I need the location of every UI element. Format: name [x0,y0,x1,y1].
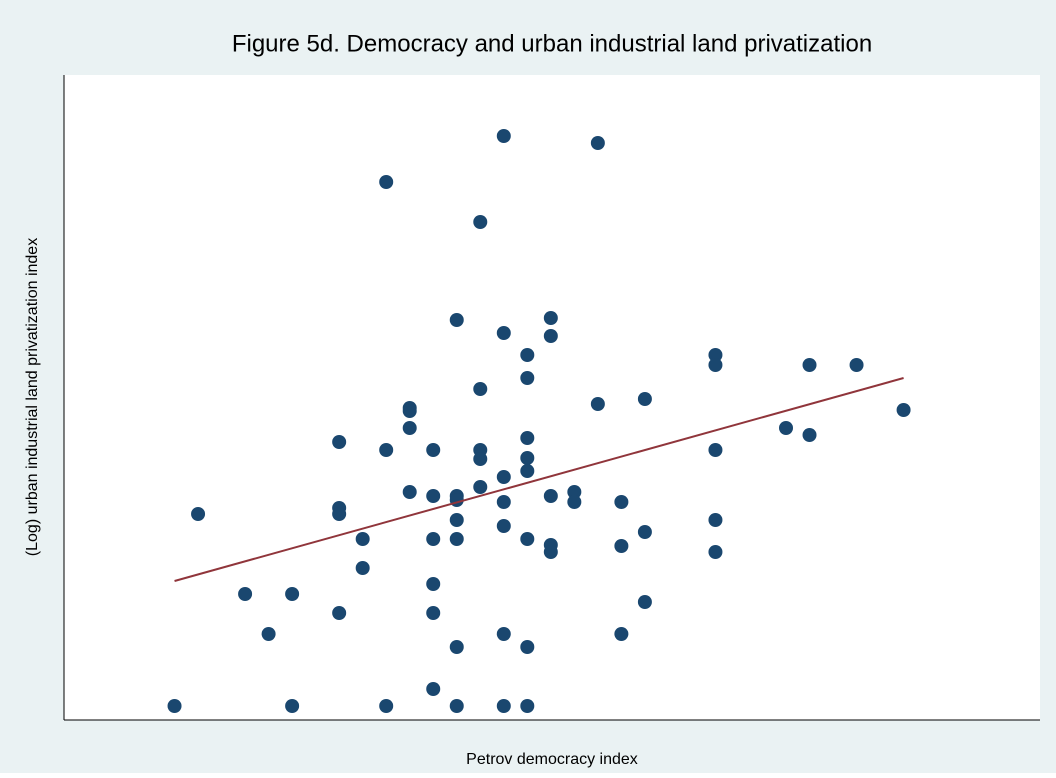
point [449,699,464,713]
point [896,403,911,417]
point [332,507,347,521]
fit-line [174,377,904,582]
point [708,358,723,372]
point [496,129,511,143]
point [426,443,441,457]
point [637,392,652,406]
point [379,175,394,189]
point [614,539,629,553]
plot-area [64,75,1040,720]
point [543,489,558,503]
point [802,428,817,442]
point [426,577,441,591]
point [496,326,511,340]
point [567,485,582,499]
point [402,421,417,435]
point [543,545,558,559]
point [708,443,723,457]
point [449,493,464,507]
point [285,587,300,601]
point [849,358,864,372]
point [355,561,370,575]
point [520,699,535,713]
point [402,485,417,499]
point [637,595,652,609]
point [520,532,535,546]
point [567,495,582,509]
point [708,348,723,362]
point [332,435,347,449]
point [496,519,511,533]
point [238,587,253,601]
point [473,480,488,494]
point [426,489,441,503]
point [379,699,394,713]
point [496,470,511,484]
point [379,443,394,457]
point [520,640,535,654]
point [191,507,206,521]
point [473,382,488,396]
point [426,532,441,546]
point [355,532,370,546]
point [449,640,464,654]
point [496,495,511,509]
point [261,627,276,641]
x-axis-label: Petrov democracy index [466,751,638,768]
point [496,699,511,713]
point [332,606,347,620]
point [543,329,558,343]
chart-title: Figure 5d. Democracy and urban industria… [232,30,872,57]
point [590,397,605,411]
point [614,495,629,509]
point [449,313,464,327]
point [473,452,488,466]
point [520,431,535,445]
point [520,348,535,362]
point [473,215,488,229]
point [543,311,558,325]
point [520,464,535,478]
point [614,627,629,641]
point [426,606,441,620]
point [449,532,464,546]
point [520,371,535,385]
point [708,545,723,559]
point [449,513,464,527]
point [779,421,794,435]
y-axis-label: (Log) urban industrial land privatizatio… [24,238,41,556]
point [590,136,605,150]
point [708,513,723,527]
point [402,404,417,418]
point [496,627,511,641]
point [802,358,817,372]
point [285,699,300,713]
point [167,699,182,713]
point [637,525,652,539]
point [520,451,535,465]
point [426,682,441,696]
